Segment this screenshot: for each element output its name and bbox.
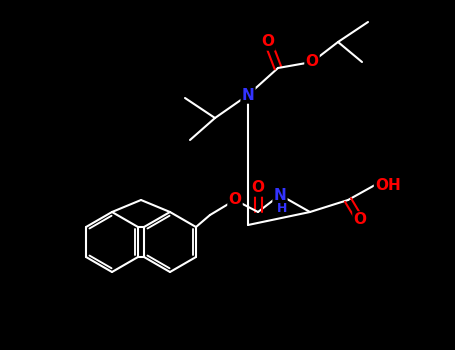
Text: O: O bbox=[262, 35, 274, 49]
Text: O: O bbox=[354, 212, 366, 228]
Text: O: O bbox=[252, 181, 264, 196]
Text: OH: OH bbox=[375, 177, 401, 192]
Text: O: O bbox=[305, 55, 318, 70]
Text: N: N bbox=[242, 88, 254, 103]
Text: N: N bbox=[273, 188, 286, 203]
Text: O: O bbox=[228, 193, 242, 208]
Text: H: H bbox=[277, 202, 287, 215]
